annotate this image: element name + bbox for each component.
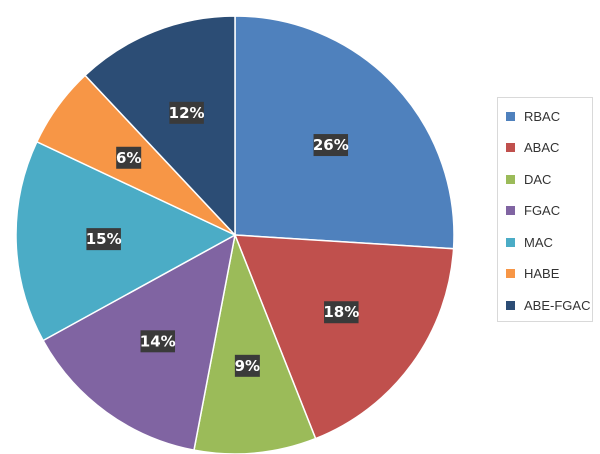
legend-item-abac: ABAC xyxy=(506,139,559,157)
legend-swatch xyxy=(506,237,515,247)
data-label-background xyxy=(140,330,176,353)
data-label-rbac: 26% xyxy=(313,134,349,157)
data-label-text: 9% xyxy=(235,357,260,375)
legend-label: ABE-FGAC xyxy=(524,297,591,313)
data-label-text: 12% xyxy=(169,104,205,122)
pie-slice-abac xyxy=(233,234,455,440)
legend-item-dac: DAC xyxy=(506,170,551,188)
data-label-background xyxy=(234,354,260,377)
data-label-background xyxy=(169,101,204,124)
data-label-fgac: 14% xyxy=(140,330,176,353)
legend-item-habe: HABE xyxy=(506,265,559,283)
legend-item-rbac: RBAC xyxy=(506,107,560,125)
pie-slice-mac xyxy=(15,140,237,342)
data-label-text: 15% xyxy=(86,230,122,248)
pie-slice-abe-fgac xyxy=(84,15,236,237)
data-label-habe: 6% xyxy=(116,146,142,169)
data-label-background xyxy=(313,134,349,157)
data-label-abac: 18% xyxy=(323,301,359,324)
legend-label: FGAC xyxy=(524,203,561,218)
chart-legend: RBAC ABAC DAC FGAC MAC HABE ABE-FGAC xyxy=(497,97,593,322)
legend-label: ABAC xyxy=(524,140,560,155)
pie-slice-rbac xyxy=(234,15,455,250)
legend-swatch xyxy=(506,174,515,184)
pie-slice-fgac xyxy=(42,233,237,451)
data-label-background xyxy=(86,228,121,251)
legend-item-fgac: FGAC xyxy=(506,202,560,220)
legend-swatch xyxy=(506,111,515,121)
data-label-abe-fgac: 12% xyxy=(169,101,205,124)
data-label-text: 6% xyxy=(116,149,141,167)
data-label-dac: 9% xyxy=(234,354,260,377)
legend-swatch xyxy=(506,143,515,152)
data-label-text: 26% xyxy=(313,136,349,154)
data-label-background xyxy=(324,301,359,324)
legend-item-mac: MAC xyxy=(506,233,553,251)
data-label-text: 14% xyxy=(140,332,176,350)
data-label-mac: 15% xyxy=(86,228,122,251)
legend-label: DAC xyxy=(524,171,552,187)
legend-swatch xyxy=(506,206,515,215)
legend-label: HABE xyxy=(524,266,560,281)
legend-item-abe-fgac: ABE-FGAC xyxy=(506,296,590,314)
data-label-text: 18% xyxy=(323,303,359,321)
pie-slice-dac xyxy=(193,232,317,454)
legend-label: RBAC xyxy=(524,108,561,124)
legend-swatch xyxy=(506,300,515,310)
data-label-background xyxy=(116,146,142,169)
legend-label: MAC xyxy=(524,234,553,250)
pie-chart: 26% 18% 9% 14% 15% 6% 12% xyxy=(15,15,455,454)
legend-swatch xyxy=(506,269,515,278)
